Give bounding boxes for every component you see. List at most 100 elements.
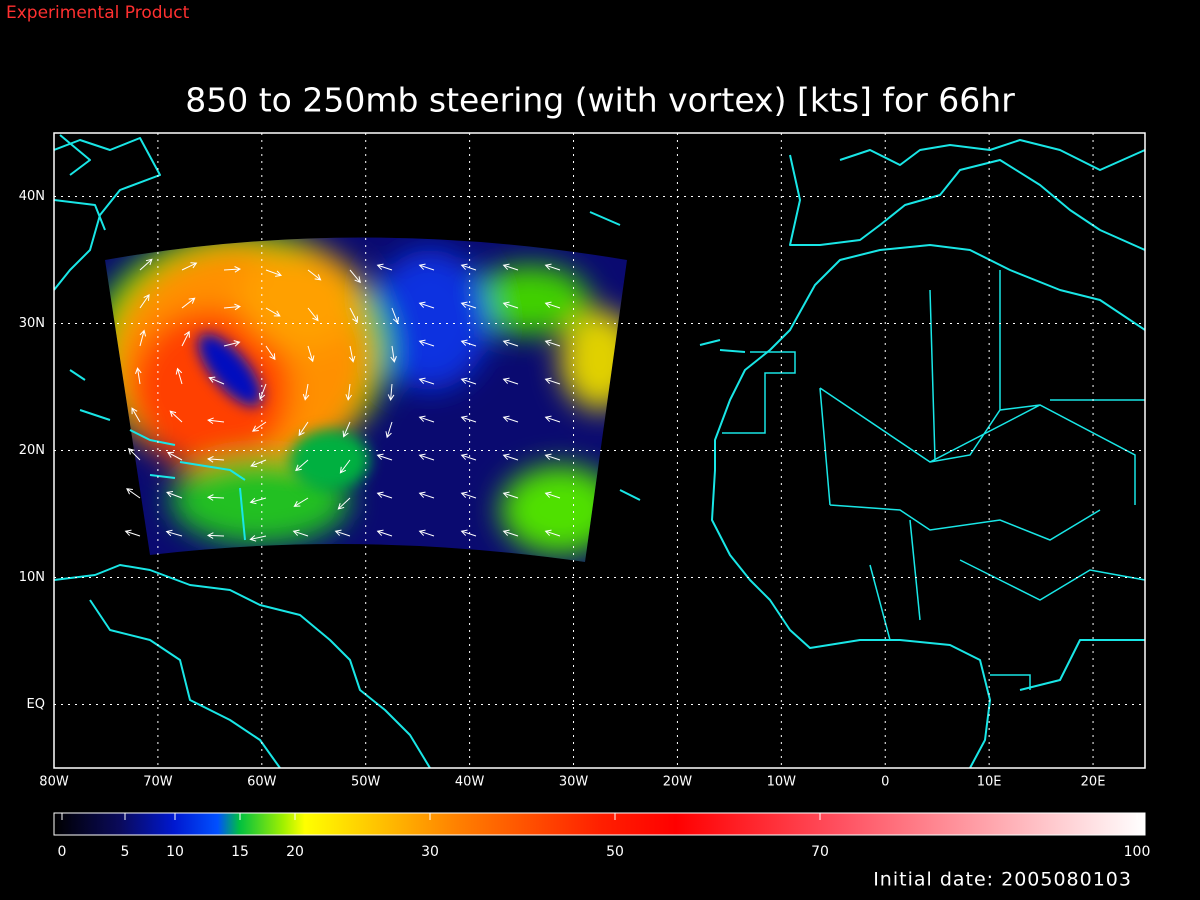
x-tick-label: 20E [1081,775,1106,790]
wind-arrow [124,529,141,537]
wind-arrow [292,529,309,537]
wind-arrow [293,497,309,507]
wind-arrow [165,529,183,537]
wind-arrow [544,339,561,347]
wind-arrow [181,262,198,271]
wind-arrow [376,491,393,499]
y-tick-label: 40N [19,189,45,204]
wind-arrow [126,488,141,499]
wind-arrow [139,258,153,271]
wind-arrow [349,269,361,284]
wind-arrow [251,421,267,432]
wind-arrow [265,345,276,361]
wind-arrow [385,421,393,439]
colorbar [53,812,1146,836]
wind-arrow [418,377,435,385]
map-title: 850 to 250mb steering (with vortex) [kts… [185,81,1015,120]
y-tick-label: 30N [19,316,45,331]
x-tick-label: 10W [767,775,797,790]
wind-arrow [390,345,397,363]
wind-arrow [265,269,283,277]
wind-arrow [166,491,183,499]
x-tick-label: 20W [663,775,693,790]
wind-arrow [376,263,393,271]
wind-arrow [334,529,351,537]
wind-arrow [502,263,519,271]
wind-arrow [391,307,400,324]
wind-arrow [206,455,225,463]
colorbar-tick-label: 20 [286,844,304,860]
wind-arrow [175,367,183,385]
wind-arrow [258,383,267,400]
wind-arrow [250,459,267,468]
wind-arrow [376,529,393,537]
wind-arrow [307,307,319,322]
wind-arrow [295,459,309,472]
wind-arrow [298,421,309,437]
wind-arrow [418,529,435,537]
wind-arrow [206,494,225,501]
colorbar-ticks: 0 5 10 15 20 30 50 70 100 [58,813,1151,860]
wind-arrow [223,340,241,347]
x-tick-label: 50W [351,775,381,790]
wind-arrow [418,415,435,423]
wind-arrow [307,345,315,363]
wind-arrow [418,301,435,309]
x-tick-label: 30W [559,775,589,790]
wind-arrow [460,453,477,461]
x-tick-label: 70W [143,775,173,790]
colorbar-tick-label: 10 [166,844,184,860]
wind-arrow [460,415,477,423]
y-tick-label: 20N [19,443,45,458]
wind-arrow [502,339,519,347]
wind-arrow [502,415,519,423]
wind-arrow [418,491,435,499]
wind-arrow [376,453,393,461]
initial-date: Initial date: 2005080103 [873,869,1132,891]
wind-arrow [544,263,561,271]
wind-arrow [181,330,190,347]
wind-arrow [206,532,225,539]
wind-arrow [139,293,150,309]
wind-arrow [207,417,225,425]
wind-arrow [544,453,561,461]
colorbar-tick-label: 15 [231,844,249,860]
wind-arrow [502,301,519,309]
wind-arrow [131,407,141,423]
wind-arrow [418,339,435,347]
wind-arrow [342,421,351,438]
y-tick-label: EQ [27,697,45,712]
wind-arrow [460,529,477,537]
wind-arrow [460,301,477,309]
colorbar-tick-label: 70 [811,844,829,860]
wind-arrow [544,301,561,309]
wind-arrow [418,453,435,461]
colorbar-tick-label: 5 [121,844,130,860]
wind-arrow [166,451,183,461]
borders [722,270,1145,690]
wind-arrow [349,307,358,324]
wind-arrow [265,307,281,317]
x-tick-label: 0 [881,775,889,790]
wind-arrow [387,383,395,401]
gridlines [54,133,1145,768]
wind-arrow [302,383,310,401]
wind-arrows [124,258,561,542]
colorbar-tick-label: 100 [1124,844,1151,860]
wind-arrow [502,529,519,537]
wind-arrow [208,376,225,385]
wind-arrow [544,415,561,423]
wind-arrow [460,339,477,347]
wind-arrow [223,303,241,311]
wind-arrow [502,453,519,461]
y-tick-label: 10N [19,570,45,585]
colorbar-tick-label: 30 [421,844,439,860]
wind-arrow [169,410,183,423]
wind-arrow [127,447,141,461]
x-tick-label: 80W [39,775,69,790]
wind-field [105,237,627,562]
wind-arrow [460,377,477,385]
wind-arrow [135,367,142,385]
x-tick-label: 40W [455,775,485,790]
